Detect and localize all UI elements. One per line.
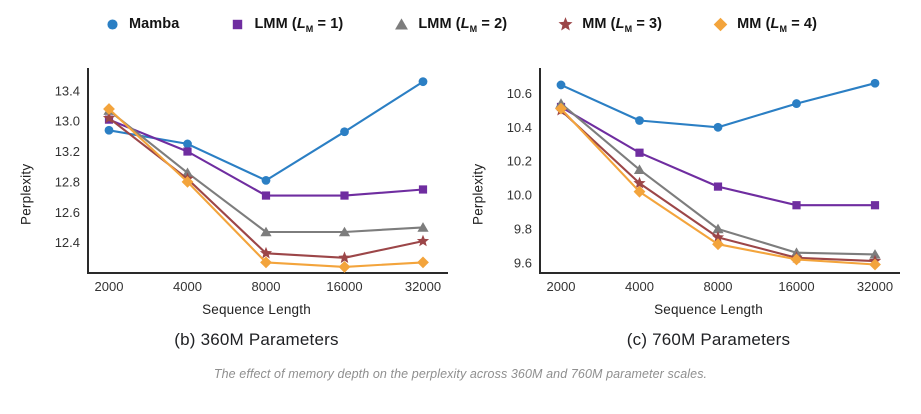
svg-text:9.8: 9.8 <box>513 221 531 236</box>
svg-text:16000: 16000 <box>778 279 814 294</box>
plot-360m: 13.4 13.0 13.2 12.8 12.6 12.4 2000 4000 8000 1600… <box>54 68 448 294</box>
subplot-title-360m: (b) 360M Parameters <box>174 330 339 349</box>
mamba-circle-icon <box>107 19 118 31</box>
legend-item-lmm2: LMM (LM = 2) <box>393 16 507 34</box>
svg-text:4000: 4000 <box>625 279 654 294</box>
subplot-title-760m: (c) 760M Parameters <box>626 330 791 349</box>
svg-text:10.6: 10.6 <box>506 86 531 101</box>
legend-label-mm3: MM (LM = 3) <box>582 16 663 34</box>
charts-row: Perplexity 13.4 13.0 13.2 12.8 12.6 12.4 2000 4… <box>0 60 921 350</box>
svg-text:13.4: 13.4 <box>54 83 79 98</box>
legend-label-lmm1: LMM (LM = 1) <box>254 16 344 34</box>
svg-text:10.4: 10.4 <box>506 120 531 135</box>
svg-text:2000: 2000 <box>546 279 575 294</box>
legend-label-mm4: MM (LM = 4) <box>737 16 818 34</box>
legend-label-mamba: Mamba <box>128 16 180 33</box>
svg-text:12.6: 12.6 <box>54 205 79 220</box>
svg-text:8000: 8000 <box>703 279 732 294</box>
svg-text:10.0: 10.0 <box>506 188 531 203</box>
svg-text:9.6: 9.6 <box>513 255 531 270</box>
svg-text:8000: 8000 <box>251 279 280 294</box>
y-axis-label-360m: Perplexity <box>18 163 33 225</box>
svg-text:12.8: 12.8 <box>54 174 79 189</box>
plot-760m: 10.6 10.4 10.2 10.0 9.8 9.6 2000 4000 8000 16000 3… <box>506 68 900 294</box>
y-axis-label-760m: Perplexity <box>470 163 485 225</box>
svg-text:32000: 32000 <box>856 279 892 294</box>
svg-text:16000: 16000 <box>326 279 362 294</box>
legend-item-mm4: MM (LM = 4) <box>712 16 817 34</box>
svg-text:13.2: 13.2 <box>54 144 79 159</box>
svg-text:2000: 2000 <box>94 279 123 294</box>
svg-text:12.4: 12.4 <box>54 235 79 250</box>
x-axis-label-760m: Sequence Length <box>654 302 763 317</box>
legend-item-lmm1: LMM (LM = 1) <box>229 16 343 34</box>
figure-caption: The effect of memory depth on the perple… <box>213 367 708 381</box>
svg-text:13.0: 13.0 <box>54 114 79 129</box>
x-axis-label-360m: Sequence Length <box>202 302 311 317</box>
lmm1-square-icon <box>233 20 243 30</box>
chart-360m: Perplexity 13.4 13.0 13.2 12.8 12.6 12.4 2000 4… <box>16 60 454 350</box>
legend-item-mamba: Mamba <box>104 16 179 34</box>
mm3-star-icon <box>558 17 573 31</box>
svg-text:4000: 4000 <box>173 279 202 294</box>
legend-label-lmm2: LMM (LM = 2) <box>418 16 508 34</box>
legend-item-mm3: MM (LM = 3) <box>557 16 662 34</box>
svg-text:10.2: 10.2 <box>506 154 531 169</box>
lmm2-triangle-icon <box>395 18 409 30</box>
chart-legend: Mamba LMM (LM = 1) LMM (LM = 2) MM (LM =… <box>0 12 921 38</box>
svg-text:32000: 32000 <box>404 279 440 294</box>
chart-760m: Perplexity 10.6 10.4 10.2 10.0 9.8 9.6 2000 400… <box>468 60 906 350</box>
mm4-diamond-icon <box>713 18 728 32</box>
